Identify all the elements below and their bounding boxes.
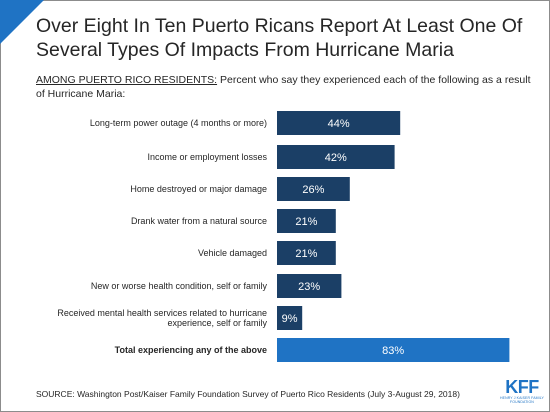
value-label: 23% <box>298 281 320 293</box>
category-label: Drank water from a natural source <box>131 216 267 226</box>
chart-subtitle: AMONG PUERTO RICO RESIDENTS: Percent who… <box>36 73 536 101</box>
value-label: 44% <box>328 118 350 130</box>
logo-tagline: HENRY J KAISER FAMILY FOUNDATION <box>500 396 544 404</box>
subtitle-text: Percent who say they experienced each of… <box>36 74 531 100</box>
category-label-total: Total experiencing any of the above <box>115 345 267 355</box>
kff-logo: KFF HENRY J KAISER FAMILY FOUNDATION <box>500 378 544 404</box>
bar <box>277 145 395 169</box>
category-label: Long-term power outage (4 months or more… <box>90 118 267 128</box>
logo-mark: KFF <box>505 377 539 397</box>
corner-accent <box>0 0 44 44</box>
value-label: 21% <box>295 216 317 228</box>
bar <box>277 241 336 265</box>
value-label: 26% <box>302 184 324 196</box>
value-label: 83% <box>382 345 404 357</box>
value-label: 42% <box>325 152 347 164</box>
bar <box>277 111 401 135</box>
category-label: Vehicle damaged <box>198 248 267 258</box>
bar-chart: Long-term power outage (4 months or more… <box>57 111 510 362</box>
value-label: 9% <box>282 313 298 325</box>
bar <box>277 177 350 201</box>
bar <box>277 209 336 233</box>
bar <box>277 306 303 330</box>
category-label: Income or employment losses <box>147 152 267 162</box>
source-note: SOURCE: Washington Post/Kaiser Family Fo… <box>36 389 460 399</box>
bar-total <box>277 338 510 362</box>
value-label: 21% <box>295 248 317 260</box>
category-label: Home destroyed or major damage <box>130 184 267 194</box>
category-label: New or worse health condition, self or f… <box>91 281 268 291</box>
bar <box>277 274 342 298</box>
category-label: Received mental health services related … <box>57 308 267 328</box>
subtitle-lead: AMONG PUERTO RICO RESIDENTS: <box>36 74 218 86</box>
chart-title: Over Eight In Ten Puerto Ricans Report A… <box>36 15 523 61</box>
